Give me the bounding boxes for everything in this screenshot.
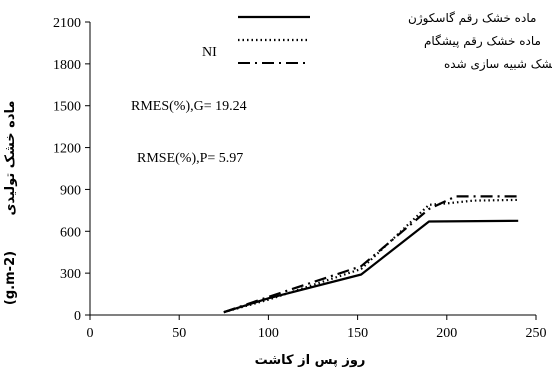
x-tick-label: 100 — [258, 326, 279, 341]
y-tick-label: 900 — [60, 183, 81, 198]
legend-label-series-3: ماده خشک شبیه سازی شده — [444, 57, 552, 72]
plot-area — [89, 22, 536, 316]
y-axis-unit: (g.m-2) — [3, 251, 18, 305]
x-tick-label: 50 — [172, 326, 186, 341]
y-axis-title: ماده خشک تولیدی (g.m-2) — [3, 101, 18, 306]
y-tick-label: 1800 — [53, 58, 81, 73]
y-tick-label: 300 — [60, 267, 81, 282]
annotation-rmse-p: RMSE(%),P= 5.97 — [137, 151, 243, 166]
y-tick-label: 0 — [74, 309, 81, 324]
y-tick-label: 600 — [60, 225, 81, 240]
y-tick-label: 1500 — [53, 100, 81, 115]
x-tick-label: 250 — [526, 326, 547, 341]
y-tick-label: 1200 — [53, 142, 81, 157]
x-tick-label: 0 — [87, 326, 94, 341]
series-line-3 — [223, 195, 519, 314]
legend: ماده خشک رقم گاسکوژن ماده خشک رقم پیشگام… — [238, 11, 552, 72]
y-tick-label: 2100 — [53, 16, 81, 31]
x-axis-ticks: 0 50 100 150 200 250 — [87, 315, 547, 341]
annotation-ni: NI — [202, 45, 217, 60]
series-line-1 — [223, 219, 519, 314]
y-axis-title-text: ماده خشک تولیدی — [3, 101, 18, 216]
legend-label-series-1: ماده خشک رقم گاسکوژن — [408, 11, 536, 26]
legend-label-series-2: ماده خشک رقم پیشگام — [424, 34, 541, 49]
svg-text:ماده خشک تولیدی: ماده خشک تولیدی — [3, 101, 18, 216]
annotation-rmse-g: RMES(%),G= 19.24 — [131, 99, 247, 114]
x-tick-label: 200 — [436, 326, 457, 341]
y-axis-ticks: 0 300 600 900 1200 1500 1800 2100 — [53, 16, 90, 324]
series-line-2 — [223, 198, 519, 314]
x-axis-title: روز پس از کاشت — [255, 353, 366, 368]
series-lines — [223, 195, 519, 314]
x-tick-label: 150 — [347, 326, 368, 341]
